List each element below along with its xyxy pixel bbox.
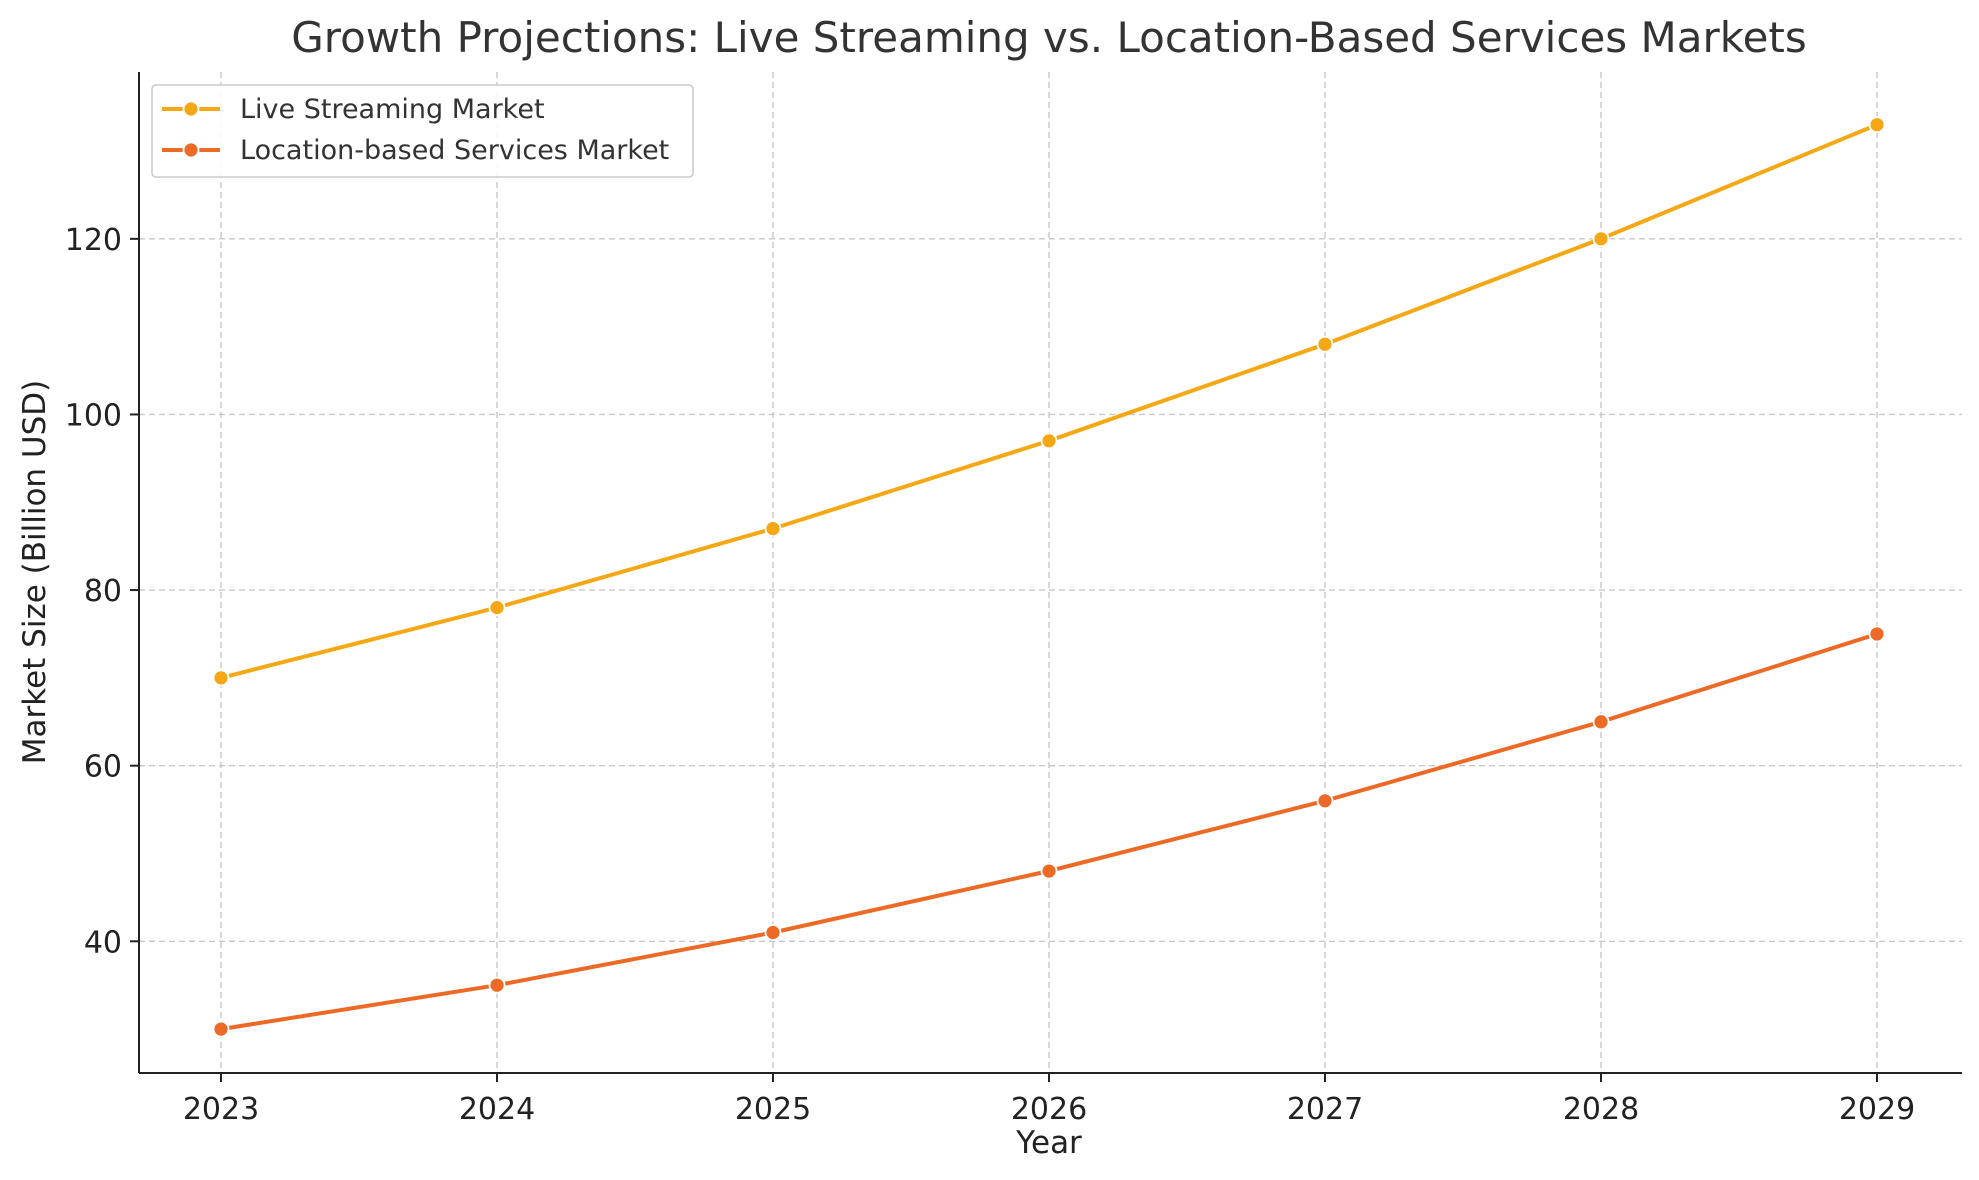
data-point bbox=[1316, 335, 1334, 353]
chart-title: Growth Projections: Live Streaming vs. L… bbox=[291, 13, 1807, 62]
x-tick-label: 2028 bbox=[1563, 1092, 1639, 1127]
data-point bbox=[764, 924, 782, 941]
legend-marker bbox=[182, 141, 200, 159]
y-tick-label: 100 bbox=[65, 398, 122, 433]
x-tick-label: 2024 bbox=[459, 1092, 535, 1127]
data-point bbox=[488, 599, 506, 617]
data-point bbox=[1316, 792, 1334, 810]
x-tick-label: 2025 bbox=[735, 1092, 811, 1127]
data-point bbox=[764, 520, 782, 537]
legend-label: Location-based Services Market bbox=[240, 135, 669, 166]
x-tick-label: 2026 bbox=[1011, 1092, 1087, 1127]
y-tick-label: 120 bbox=[65, 223, 122, 258]
ticks: 2023 2024 2025 2026 2027 2028 2029 40 60 80 100 120 bbox=[65, 223, 1915, 1127]
data-point bbox=[212, 669, 230, 687]
data-point bbox=[1592, 713, 1610, 731]
data-point bbox=[1592, 230, 1610, 248]
x-axis-label: Year bbox=[1015, 1125, 1082, 1161]
legend-label: Live Streaming Market bbox=[240, 94, 545, 125]
data-point bbox=[1868, 625, 1886, 643]
x-tick-label: 2029 bbox=[1839, 1092, 1915, 1127]
data-point bbox=[1040, 862, 1058, 880]
data-point bbox=[1868, 116, 1886, 134]
legend: Live Streaming Market Location-based Serv… bbox=[151, 84, 694, 178]
data-point bbox=[1040, 432, 1058, 450]
grid-lines bbox=[139, 72, 1962, 1073]
y-tick-label: 60 bbox=[84, 750, 122, 785]
legend-marker bbox=[182, 100, 200, 118]
y-tick-label: 40 bbox=[84, 925, 122, 960]
x-tick-label: 2027 bbox=[1287, 1092, 1363, 1127]
data-point bbox=[212, 1020, 230, 1038]
x-tick-label: 2023 bbox=[183, 1092, 259, 1127]
data-point bbox=[488, 976, 506, 994]
series-layer bbox=[212, 116, 1886, 1038]
legend-box bbox=[151, 84, 694, 178]
y-tick-label: 80 bbox=[84, 574, 122, 609]
y-axis-label: Market Size (Billion USD) bbox=[17, 380, 53, 765]
